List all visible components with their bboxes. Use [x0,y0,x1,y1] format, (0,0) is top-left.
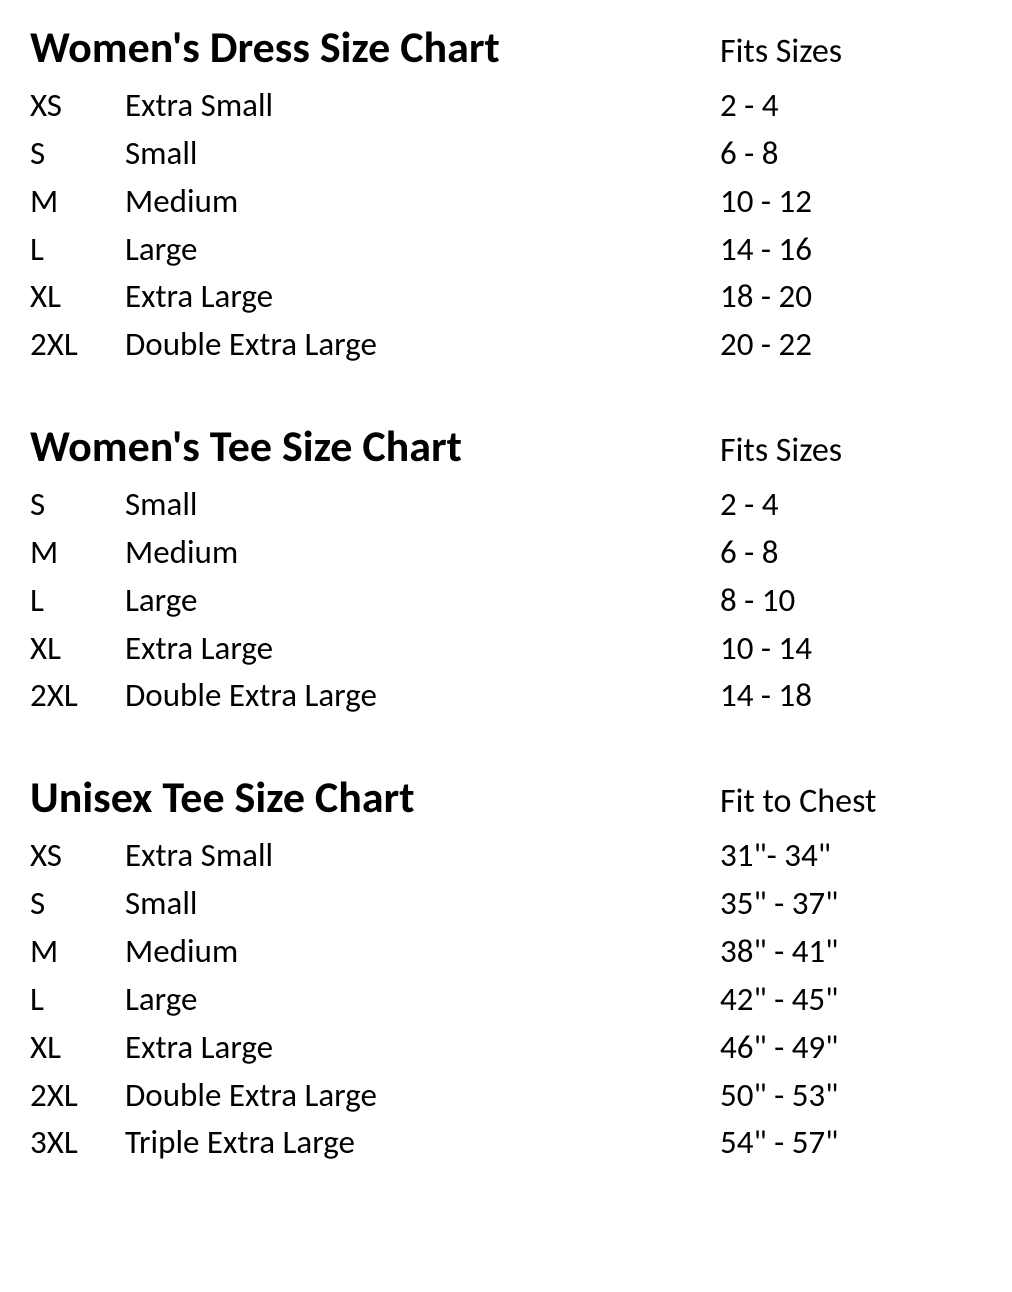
size-name: Large [125,976,720,1024]
fits-label: Fits Sizes [720,430,842,471]
size-fit: 31"- 34" [720,832,982,880]
size-fit: 2 - 4 [720,82,982,130]
size-name: Extra Small [125,832,720,880]
size-code: XS [30,832,125,880]
section-title: Unisex Tee Size Chart [30,770,720,824]
size-fit: 2 - 4 [720,481,982,529]
size-row: 2XLDouble Extra Large20 - 22 [30,321,982,369]
size-code: 3XL [30,1119,125,1167]
size-charts-container: Women's Dress Size ChartFits SizesXSExtr… [30,20,982,1167]
size-code: 2XL [30,672,125,720]
size-name: Triple Extra Large [125,1119,720,1167]
section-title: Women's Tee Size Chart [30,419,720,473]
size-row: MMedium38" - 41" [30,928,982,976]
section-title: Women's Dress Size Chart [30,20,720,74]
size-chart-section: Women's Tee Size ChartFits Sizes SSmall2 … [30,419,982,720]
size-name: Large [125,577,720,625]
size-name: Medium [125,928,720,976]
size-row: 2XLDouble Extra Large50" - 53" [30,1072,982,1120]
size-code: S [30,481,125,529]
size-fit: 6 - 8 [720,529,982,577]
size-code: M [30,178,125,226]
size-row: SSmall35" - 37" [30,880,982,928]
size-fit: 38" - 41" [720,928,982,976]
size-code: M [30,529,125,577]
size-name: Medium [125,529,720,577]
size-fit: 54" - 57" [720,1119,982,1167]
fits-label: Fits Sizes [720,31,842,72]
size-fit: 18 - 20 [720,273,982,321]
size-fit: 8 - 10 [720,577,982,625]
size-name: Small [125,481,720,529]
size-row: LLarge14 - 16 [30,226,982,274]
fits-label: Fit to Chest [720,781,876,822]
size-name: Small [125,880,720,928]
size-row: 2XLDouble Extra Large14 - 18 [30,672,982,720]
size-code: XL [30,1024,125,1072]
size-fit: 10 - 12 [720,178,982,226]
size-code: 2XL [30,1072,125,1120]
section-header-row: Unisex Tee Size ChartFit to Chest [30,770,982,824]
size-name: Double Extra Large [125,1072,720,1120]
size-fit: 14 - 18 [720,672,982,720]
size-row: XLExtra Large46" - 49" [30,1024,982,1072]
size-code: XS [30,82,125,130]
size-row: 3XLTriple Extra Large54" - 57" [30,1119,982,1167]
size-code: XL [30,625,125,673]
size-name: Double Extra Large [125,672,720,720]
size-row: XSExtra Small2 - 4 [30,82,982,130]
size-row: XLExtra Large10 - 14 [30,625,982,673]
size-fit: 6 - 8 [720,130,982,178]
size-row: MMedium10 - 12 [30,178,982,226]
size-chart-section: Unisex Tee Size ChartFit to ChestXSExtra… [30,770,982,1167]
size-name: Extra Small [125,82,720,130]
size-code: M [30,928,125,976]
section-header-row: Women's Tee Size ChartFits Sizes [30,419,982,473]
size-row: LLarge42" - 45" [30,976,982,1024]
size-name: Extra Large [125,273,720,321]
size-fit: 50" - 53" [720,1072,982,1120]
size-code: L [30,226,125,274]
size-code: 2XL [30,321,125,369]
size-code: L [30,577,125,625]
size-name: Small [125,130,720,178]
size-fit: 46" - 49" [720,1024,982,1072]
size-chart-section: Women's Dress Size ChartFits SizesXSExtr… [30,20,982,369]
size-fit: 35" - 37" [720,880,982,928]
section-header-row: Women's Dress Size ChartFits Sizes [30,20,982,74]
size-row: SSmall6 - 8 [30,130,982,178]
size-name: Extra Large [125,625,720,673]
size-row: XLExtra Large18 - 20 [30,273,982,321]
size-code: XL [30,273,125,321]
size-name: Double Extra Large [125,321,720,369]
size-name: Extra Large [125,1024,720,1072]
size-fit: 20 - 22 [720,321,982,369]
size-row: XSExtra Small31"- 34" [30,832,982,880]
size-code: S [30,130,125,178]
size-row: MMedium6 - 8 [30,529,982,577]
size-name: Medium [125,178,720,226]
size-code: S [30,880,125,928]
size-row: SSmall2 - 4 [30,481,982,529]
size-fit: 14 - 16 [720,226,982,274]
size-row: LLarge8 - 10 [30,577,982,625]
size-fit: 10 - 14 [720,625,982,673]
size-name: Large [125,226,720,274]
size-code: L [30,976,125,1024]
size-fit: 42" - 45" [720,976,982,1024]
